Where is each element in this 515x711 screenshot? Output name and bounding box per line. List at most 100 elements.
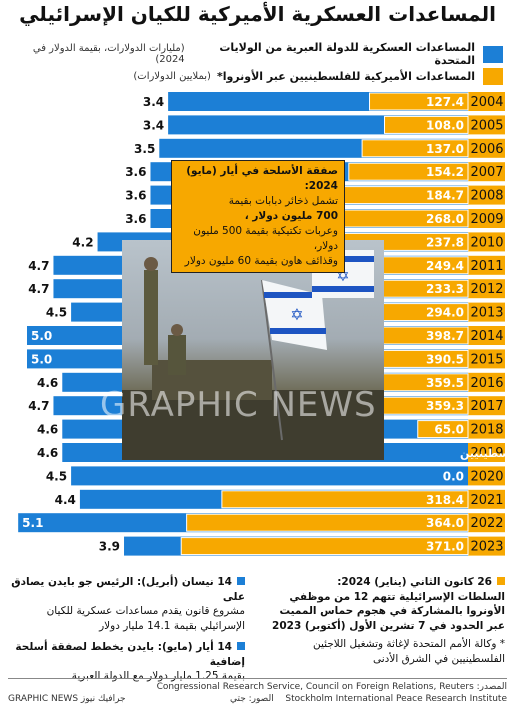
military-value-label: 3.4: [143, 118, 164, 132]
military-value-label: 3.4: [143, 95, 164, 109]
sources-label: المصدر:: [476, 682, 507, 692]
year-cell: [468, 536, 505, 556]
arms-deal-callout: صفقة الأسلحة في أيار (مايو) 2024: تشمل ذ…: [171, 160, 345, 273]
note-text: بقيمة 1.25 مليار دولار مع الدولة العبرية: [71, 670, 245, 682]
military-value-label: 5.0: [31, 329, 52, 343]
military-value-label: 4.6: [37, 446, 58, 460]
unrwa-value-label: 398.7: [426, 329, 464, 343]
unrwa-value-label: 137.0: [426, 142, 464, 156]
year-cell: [468, 513, 505, 533]
year-cell: [468, 185, 505, 205]
unrwa-value-label: 154.2: [426, 165, 464, 179]
year-cell: [468, 349, 505, 369]
legend-swatch-military: [483, 45, 503, 63]
unrwa-value-label: 237.8: [426, 235, 464, 249]
note-text: عبر الحدود في 7 تشرين الأول (أكتوبر) 202…: [272, 619, 505, 632]
military-value-label: 3.6: [125, 212, 146, 226]
note-text: الإسرائيلي بقيمة 14.1 مليار دولار: [99, 619, 245, 632]
year-label: 2010: [470, 235, 503, 250]
unrwa-bar: [361, 139, 469, 158]
year-label: 2009: [470, 212, 503, 227]
year-label: 2022: [470, 516, 503, 531]
legend-swatch-unrwa: [483, 67, 503, 85]
photo-credit: الصور: جتي: [230, 694, 274, 704]
year-label: 2012: [470, 282, 503, 297]
page-title: المساعدات العسكرية الأميركية للكيان الإس…: [19, 2, 496, 26]
unrwa-value-label: 0.0: [443, 469, 464, 483]
military-value-label: 5.1: [22, 516, 43, 530]
legend-unrwa-note: (بملايين الدولارات): [133, 70, 211, 82]
year-cell: [468, 138, 505, 158]
sources-line2: Stockholm International Peace Research I…: [285, 694, 507, 704]
military-value-label: 4.2: [72, 235, 93, 249]
unrwa-bar: [417, 420, 469, 439]
photo-illustration: ✡ ✡: [122, 250, 384, 460]
unrwa-value-label: 65.0: [434, 423, 464, 437]
year-label: 2015: [470, 352, 503, 367]
military-value-label: 4.7: [28, 399, 49, 413]
military-value-label: 4.5: [46, 469, 67, 483]
military-value-label: 4.6: [37, 376, 58, 390]
unrwa-value-label: 268.0: [426, 212, 464, 226]
year-label: 2018: [470, 423, 503, 438]
year-label: 2005: [470, 118, 503, 133]
note-text: السلطات الإسرائيلية تتهم 12 من موظفي: [289, 590, 505, 603]
footer-divider: [8, 678, 507, 679]
unrwa-value-label: 294.0: [426, 306, 464, 320]
unrwa-bar: [369, 92, 469, 111]
year-cell: [468, 232, 505, 252]
year-cell: [468, 419, 505, 439]
unrwa-value-label: 249.4: [426, 259, 464, 273]
year-cell: [468, 326, 505, 345]
legend-military-label: المساعدات العسكرية للدولة العبرية من الو…: [219, 41, 475, 67]
military-value-label: 4.7: [28, 259, 49, 273]
year-label: 2013: [470, 306, 503, 321]
callout-line: 700 مليون دولار ،: [244, 210, 338, 222]
legend-unrwa: المساعدات الأميركية للفلسطينيين عبر الأو…: [10, 66, 503, 86]
military-value-label: 5.0: [31, 352, 52, 366]
callout-line: وعربات تكتيكية بقيمة 500 مليون دولار،: [193, 225, 338, 252]
unrwa-value-label: 127.4: [426, 95, 464, 109]
note-square: [237, 642, 245, 650]
sources: المصدر: Congressional Research Service, …: [157, 682, 507, 692]
unrwa-value-label: 233.3: [426, 282, 464, 296]
year-cell: [468, 443, 505, 462]
brand-logo: GRAPHIC NEWS جرافيك نيوز: [8, 694, 126, 704]
year-cell: [468, 92, 505, 111]
year-label: 2019: [470, 446, 503, 461]
sources-line1: Congressional Research Service, Council …: [156, 682, 474, 692]
year-cell: [468, 115, 505, 135]
legend-unrwa-label: المساعدات الأميركية للفلسطينيين عبر الأو…: [216, 69, 475, 83]
military-value-label: 4.4: [55, 493, 76, 507]
year-label: 2007: [470, 165, 503, 180]
unrwa-value-label: 108.0: [426, 118, 464, 132]
note-square: [497, 577, 505, 585]
unrwa-value-label: 184.7: [426, 189, 464, 203]
unrwa-value-label: 359.5: [426, 376, 464, 390]
callout-heading: صفقة الأسلحة في أيار (مايو) 2024:: [186, 165, 338, 192]
year-label: 2011: [470, 259, 503, 274]
note-biden-may: 14 أيار (مايو): بايدن يخطط لصفقة أسلحة إ…: [10, 640, 245, 684]
unrwa-value-label: 390.5: [426, 352, 464, 366]
unrwa-value-label: 318.4: [426, 493, 464, 507]
year-cell: [468, 255, 505, 275]
military-value-label: 4.6: [37, 423, 58, 437]
note-text: 26 كانون الثاني (يناير) 2024:: [337, 576, 492, 588]
year-cell: [468, 396, 505, 416]
unrwa-value-label: 371.0: [426, 540, 464, 554]
unrwa-bar: [180, 537, 469, 556]
year-label: 2016: [470, 376, 503, 391]
year-cell: [468, 279, 505, 299]
unrwa-bar: [186, 513, 469, 532]
year-cell: [468, 302, 505, 322]
svg-text:✡: ✡: [290, 305, 303, 324]
year-label: 2014: [470, 329, 503, 344]
note-biden-april: 14 نيسان (أبريل): الرئيس جو بايدن يصادق …: [10, 575, 245, 633]
watermark: GRAPHIC NEWS: [100, 385, 377, 425]
note-text: مشروع قانون يقدم مساعدات عسكرية للكيان: [46, 605, 245, 617]
photo-soldiers-flags: ✡ ✡: [122, 240, 384, 460]
year-label: 2008: [470, 189, 503, 204]
year-label: 2004: [470, 95, 503, 110]
legend-military-note: (مليارات الدولارات، بقيمة الدولار في 202…: [32, 43, 185, 65]
military-value-label: 3.6: [125, 165, 146, 179]
